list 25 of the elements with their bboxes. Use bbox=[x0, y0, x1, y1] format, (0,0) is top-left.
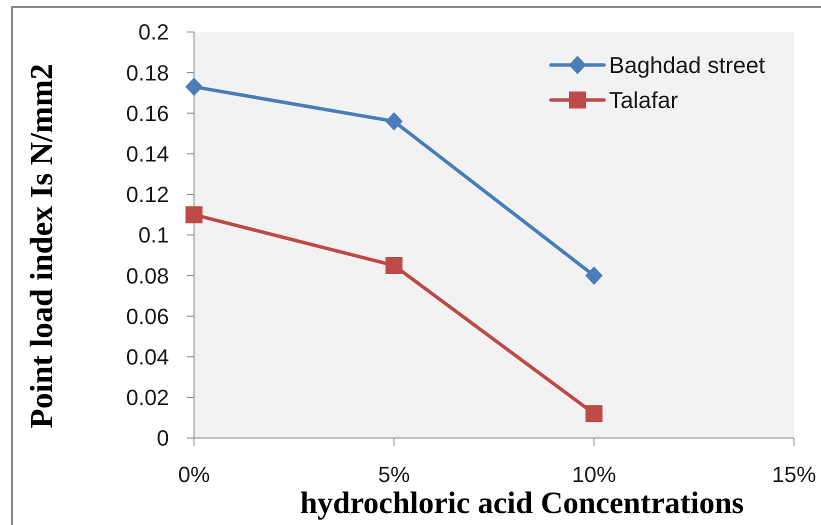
y-axis-title: Point load index Is N/mm2 bbox=[23, 64, 59, 428]
x-tick-label: 0% bbox=[178, 462, 210, 487]
y-tick-label: 0.2 bbox=[138, 20, 169, 45]
point bbox=[386, 256, 402, 274]
y-tick-label: 0.04 bbox=[126, 344, 169, 370]
y-tick-label: 0.14 bbox=[126, 142, 169, 166]
y-tick-label: 0.16 bbox=[126, 100, 169, 126]
point bbox=[586, 266, 602, 285]
point bbox=[186, 78, 202, 96]
y-tick-label: 0.08 bbox=[126, 263, 169, 288]
x-tick-label: 10% bbox=[572, 462, 616, 487]
legend-label: Talafar bbox=[609, 87, 678, 114]
point bbox=[386, 112, 402, 130]
y-tick-label: 0.18 bbox=[126, 60, 169, 86]
y-tick-label: 0.02 bbox=[126, 385, 169, 410]
point bbox=[586, 405, 602, 422]
x-tick-label: 15% bbox=[772, 462, 816, 487]
y-tick-label: 0 bbox=[156, 426, 169, 451]
y-tick-label: 0.1 bbox=[138, 222, 169, 248]
y-tick-label: 0.06 bbox=[126, 304, 169, 329]
legend-label: Baghdad street bbox=[609, 52, 766, 78]
x-axis-title: hydrochloric acid Concentrations bbox=[300, 485, 744, 520]
point bbox=[186, 206, 202, 224]
y-tick-label: 0.12 bbox=[126, 182, 169, 208]
x-tick-label: 5% bbox=[378, 462, 410, 487]
